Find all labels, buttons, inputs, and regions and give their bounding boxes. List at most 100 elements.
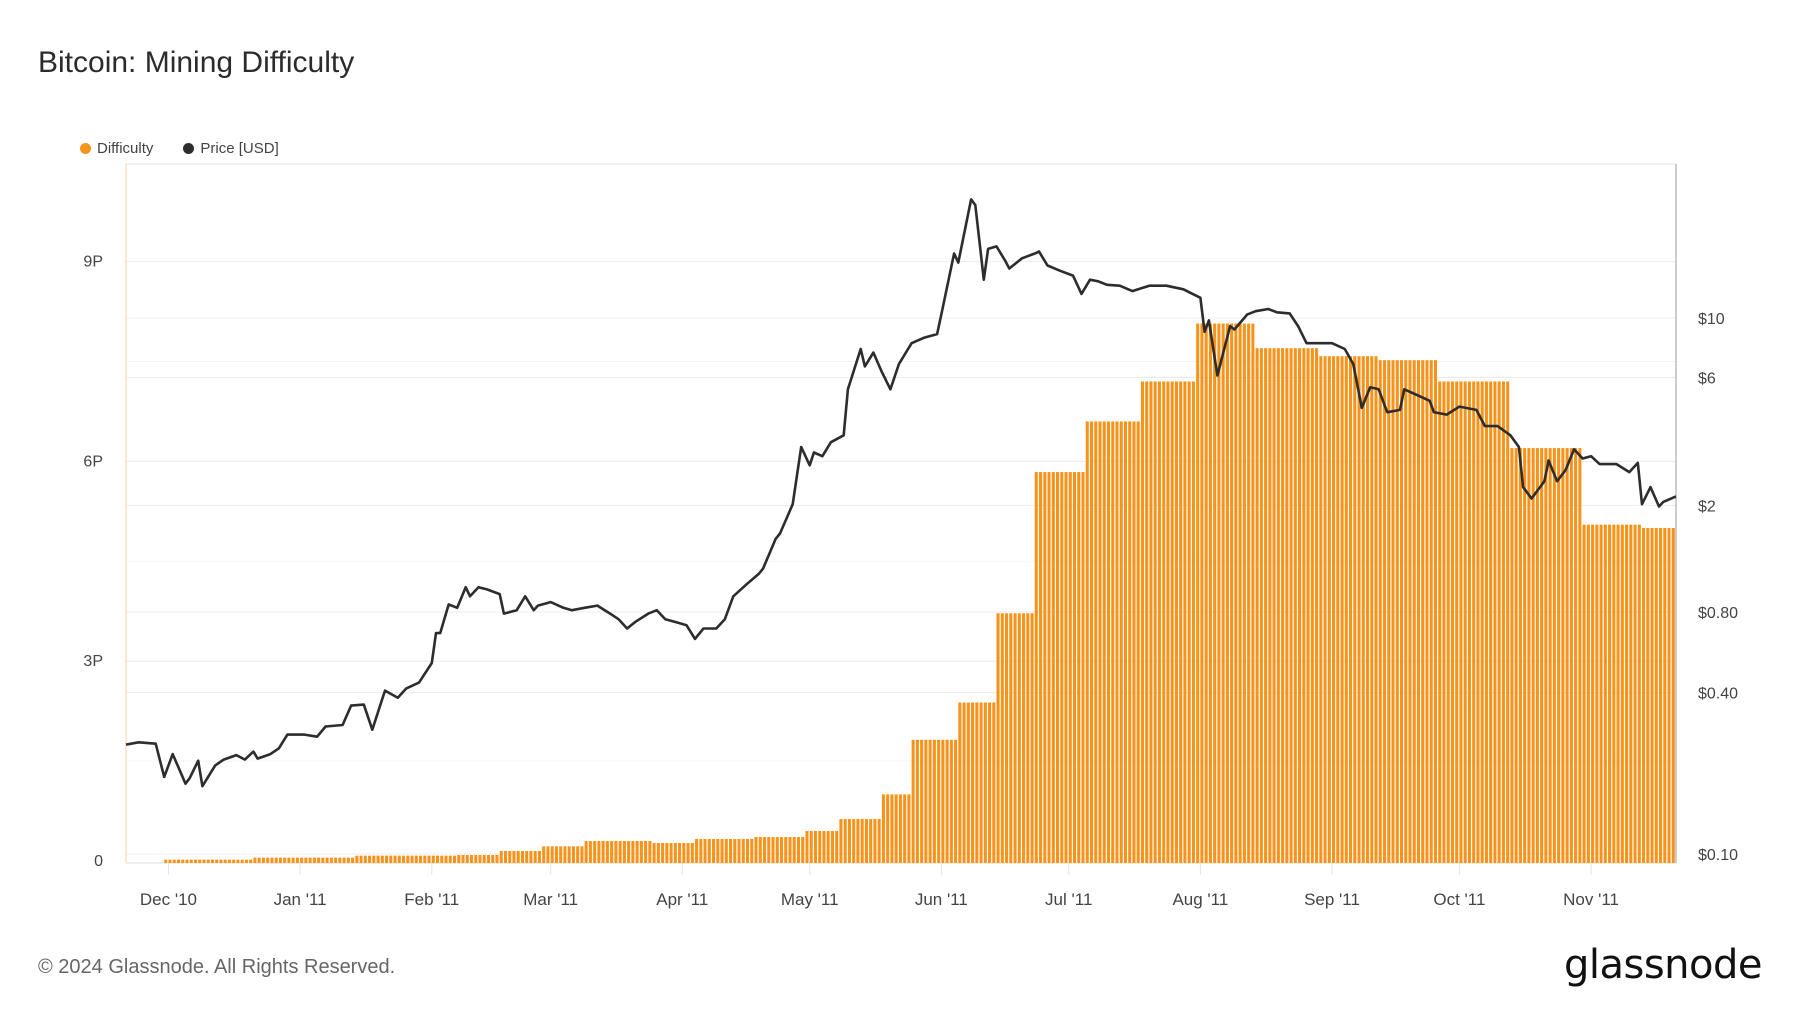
difficulty-bar — [796, 837, 801, 863]
difficulty-bar — [894, 794, 898, 863]
glassnode-logo: glassnode — [1563, 942, 1763, 988]
legend-item-price[interactable]: Price [USD] — [183, 140, 279, 157]
difficulty-bar — [639, 841, 643, 863]
difficulty-bar — [584, 841, 588, 863]
difficulty-bar — [1608, 524, 1612, 863]
difficulty-bar — [1319, 356, 1323, 863]
difficulty-bar — [716, 839, 720, 863]
difficulty-bar — [1366, 356, 1370, 863]
difficulty-bar — [1429, 360, 1433, 863]
difficulty-bar — [542, 846, 546, 863]
difficulty-bar — [971, 702, 975, 863]
difficulty-bar — [580, 846, 584, 863]
difficulty-bar — [1140, 381, 1144, 863]
difficulty-bar — [372, 855, 376, 863]
difficulty-bar — [329, 857, 333, 863]
difficulty-bar — [992, 702, 996, 863]
difficulty-bar — [516, 851, 520, 863]
difficulty-bar — [525, 851, 529, 863]
difficulty-bar — [618, 841, 622, 863]
difficulty-bar — [283, 857, 287, 863]
difficulty-bar — [1357, 356, 1361, 863]
difficulty-bar — [1387, 360, 1391, 863]
difficulty-bar — [410, 855, 414, 863]
difficulty-bar — [813, 831, 818, 863]
difficulty-bar — [478, 855, 482, 863]
difficulty-bar — [941, 739, 945, 863]
difficulty-bar — [822, 831, 826, 863]
difficulty-bar — [312, 857, 316, 863]
x-tick-label: Nov '11 — [1563, 890, 1619, 909]
difficulty-bar — [189, 859, 193, 863]
difficulty-bar — [911, 739, 915, 863]
difficulty-bar — [181, 859, 185, 863]
difficulty-bar — [317, 857, 321, 863]
difficulty-bar — [915, 739, 919, 863]
difficulty-bar — [338, 857, 342, 863]
difficulty-bar — [805, 831, 809, 863]
x-tick-label: Apr '11 — [656, 890, 708, 909]
difficulty-bar — [520, 851, 524, 863]
difficulty-bar — [758, 837, 762, 863]
difficulty-bar — [1272, 348, 1276, 863]
difficulty-bar — [1663, 528, 1667, 863]
legend-item-difficulty[interactable]: Difficulty — [80, 140, 153, 157]
difficulty-bar — [712, 839, 716, 863]
difficulty-bar — [737, 839, 741, 863]
left-tick-label: 3P — [83, 653, 103, 670]
difficulty-bar — [741, 839, 745, 863]
right-tick-label: $2 — [1698, 498, 1716, 515]
difficulty-bar — [1128, 421, 1132, 863]
difficulty-bar — [937, 739, 941, 863]
difficulty-bar — [368, 855, 372, 863]
difficulty-bar — [1404, 360, 1408, 863]
difficulty-bar — [1569, 448, 1573, 863]
difficulty-bar — [792, 837, 796, 863]
difficulty-bar — [852, 819, 856, 863]
difficulty-bar — [550, 846, 554, 863]
difficulty-bar — [1370, 356, 1374, 863]
difficulty-bar — [864, 819, 868, 863]
difficulty-bar — [321, 857, 325, 863]
difficulty-bar — [1162, 381, 1166, 863]
difficulty-bar — [436, 855, 440, 863]
difficulty-bar — [1149, 381, 1153, 863]
difficulty-bar — [1217, 323, 1221, 864]
difficulty-bar — [648, 841, 652, 863]
difficulty-bar — [325, 857, 329, 863]
difficulty-bar — [1382, 360, 1387, 863]
difficulty-bar — [809, 831, 813, 863]
right-tick-label: $0.10 — [1698, 847, 1738, 864]
difficulty-bar — [1455, 381, 1459, 863]
difficulty-bar — [1017, 613, 1021, 863]
difficulty-bar — [1540, 448, 1544, 863]
difficulty-bar — [1633, 524, 1637, 863]
x-tick-label: May '11 — [781, 890, 839, 909]
difficulty-bar — [1497, 381, 1501, 863]
difficulty-bar — [1264, 348, 1268, 863]
difficulty-bar — [457, 855, 461, 863]
difficulty-bar — [236, 859, 240, 863]
difficulty-bar — [1625, 524, 1629, 863]
difficulty-bar — [346, 857, 350, 863]
right-tick-label: $10 — [1698, 311, 1725, 328]
difficulty-bar — [1480, 381, 1484, 863]
difficulty-bar — [559, 846, 563, 863]
difficulty-bar — [308, 857, 312, 863]
difficulty-bar — [1340, 356, 1344, 863]
difficulty-bar — [690, 843, 694, 863]
difficulty-bar — [1196, 323, 1200, 864]
difficulty-bar — [427, 855, 431, 863]
difficulty-bar — [1599, 524, 1603, 863]
difficulty-bar — [1412, 360, 1416, 863]
difficulty-bar — [1276, 348, 1280, 863]
difficulty-bar — [295, 857, 299, 863]
difficulty-bar — [1654, 528, 1658, 863]
difficulty-bar — [1064, 472, 1068, 863]
difficulty-bar — [198, 859, 202, 863]
difficulty-bar — [966, 702, 970, 863]
difficulty-bar — [1098, 421, 1102, 863]
difficulty-bar — [576, 846, 580, 863]
difficulty-bar — [1616, 524, 1620, 863]
difficulty-bar — [839, 819, 843, 863]
